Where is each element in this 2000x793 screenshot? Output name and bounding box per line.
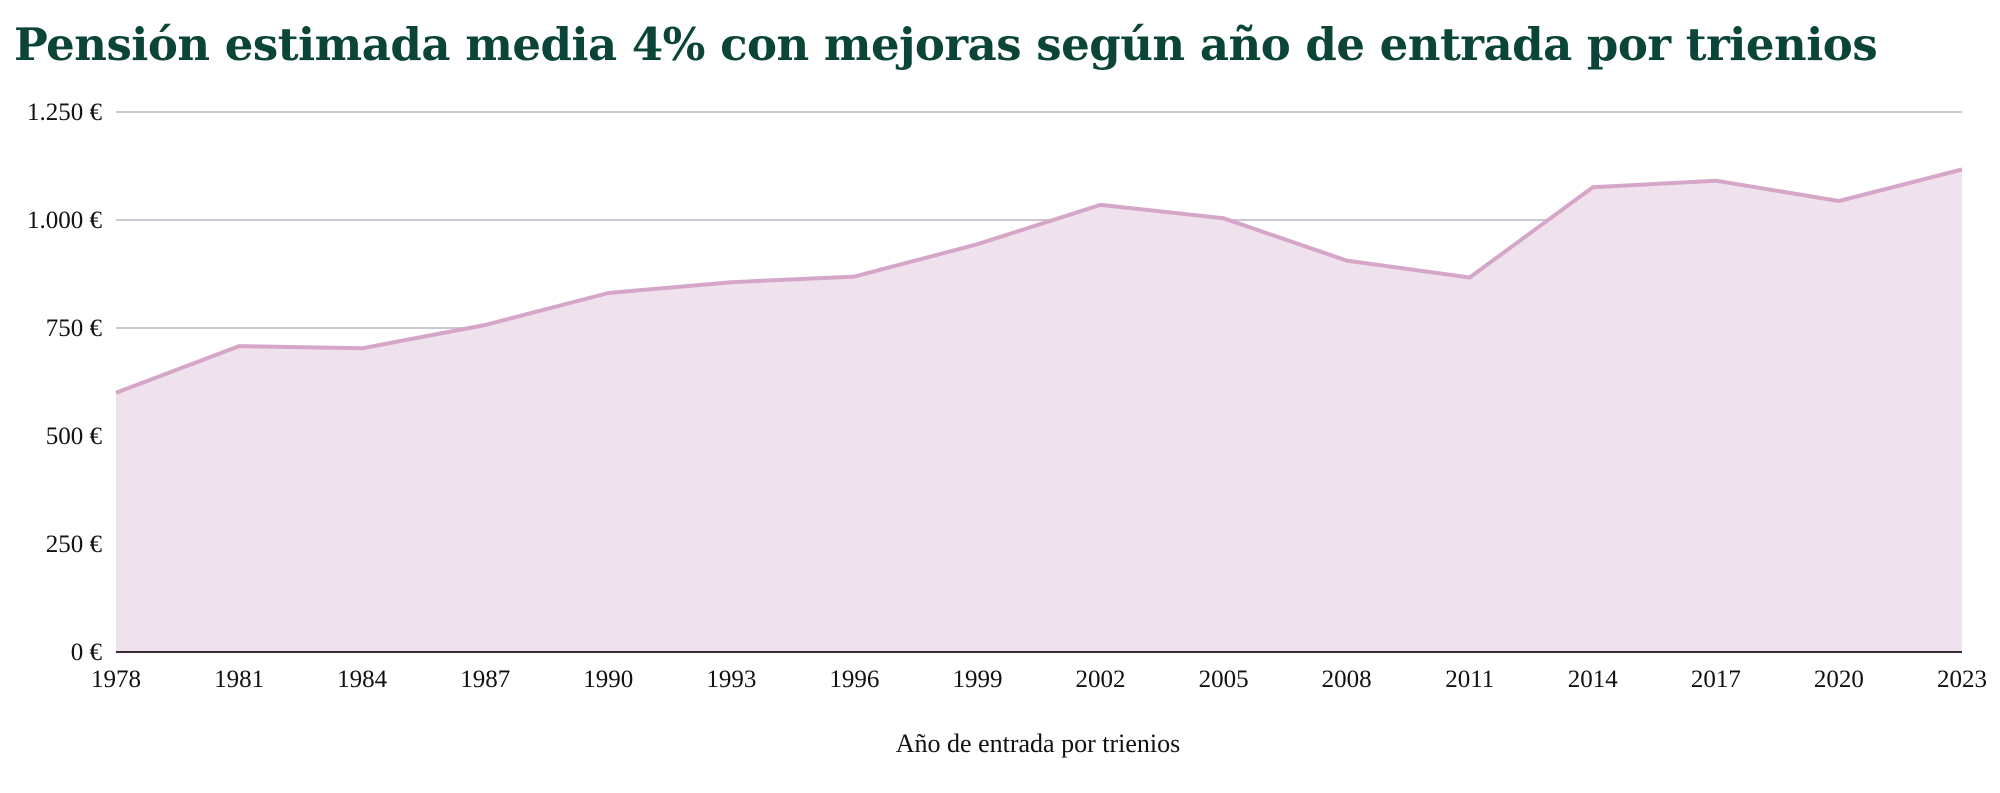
y-tick-labels: 0 € 250 € 500 € 750 € 1.000 € 1.250 € bbox=[27, 99, 103, 666]
y-tick-label: 750 € bbox=[46, 315, 103, 342]
x-axis-label: Año de entrada por trienios bbox=[896, 729, 1180, 758]
x-tick-label: 2002 bbox=[1076, 666, 1126, 693]
x-tick-label: 1987 bbox=[460, 666, 510, 693]
y-tick-label: 1.250 € bbox=[27, 99, 103, 126]
x-tick-label: 1984 bbox=[337, 666, 388, 693]
x-tick-label: 2020 bbox=[1814, 666, 1864, 693]
x-tick-label: 1981 bbox=[214, 666, 264, 693]
y-tick-label: 250 € bbox=[46, 531, 103, 558]
x-tick-labels: 1978 1981 1984 1987 1990 1993 1996 1999 2002 2005… bbox=[91, 666, 1987, 693]
y-tick-label: 500 € bbox=[46, 423, 103, 450]
chart-title: Pensión estimada media 4% con mejoras se… bbox=[14, 18, 1878, 71]
x-tick-label: 2017 bbox=[1691, 666, 1741, 693]
x-tick-label: 2011 bbox=[1445, 666, 1494, 693]
x-tick-label: 1996 bbox=[829, 666, 879, 693]
x-tick-label: 1993 bbox=[706, 666, 756, 693]
series-line bbox=[115, 167, 1963, 395]
area-fill bbox=[116, 169, 1962, 652]
y-tick-label: 1.000 € bbox=[27, 207, 103, 234]
x-tick-label: 1990 bbox=[583, 666, 633, 693]
x-tick-label: 1978 bbox=[91, 666, 141, 693]
x-tick-label: 2005 bbox=[1199, 666, 1249, 693]
x-tick-label: 2008 bbox=[1322, 666, 1372, 693]
y-tick-label: 0 € bbox=[71, 639, 103, 666]
x-tick-label: 2023 bbox=[1937, 666, 1987, 693]
x-tick-label: 1999 bbox=[952, 666, 1002, 693]
x-tick-label: 2014 bbox=[1568, 666, 1619, 693]
